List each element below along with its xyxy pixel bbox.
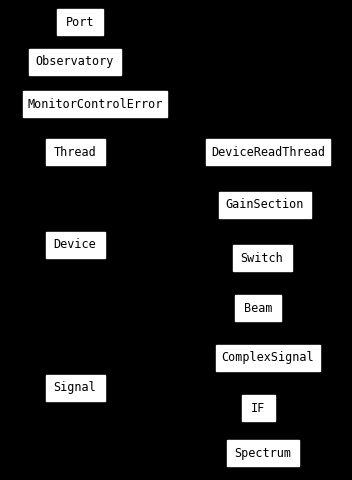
Text: MonitorControlError: MonitorControlError [27,97,163,110]
FancyBboxPatch shape [45,375,105,401]
Text: GainSection: GainSection [226,199,304,212]
Text: DeviceReadThread: DeviceReadThread [211,145,325,158]
FancyBboxPatch shape [206,139,330,165]
Text: Thread: Thread [54,145,96,158]
FancyBboxPatch shape [29,49,121,75]
FancyBboxPatch shape [227,440,299,466]
FancyBboxPatch shape [233,245,291,271]
FancyBboxPatch shape [235,295,281,321]
FancyBboxPatch shape [45,232,105,258]
Text: Device: Device [54,239,96,252]
Text: ComplexSignal: ComplexSignal [222,351,314,364]
Text: Signal: Signal [54,382,96,395]
FancyBboxPatch shape [216,345,320,371]
Text: Beam: Beam [244,301,272,314]
FancyBboxPatch shape [57,9,103,35]
FancyBboxPatch shape [241,395,275,421]
Text: Spectrum: Spectrum [234,446,291,459]
Text: Port: Port [66,15,94,28]
Text: Observatory: Observatory [36,56,114,69]
FancyBboxPatch shape [45,139,105,165]
FancyBboxPatch shape [23,91,167,117]
FancyBboxPatch shape [219,192,311,218]
Text: IF: IF [251,401,265,415]
Text: Switch: Switch [241,252,283,264]
